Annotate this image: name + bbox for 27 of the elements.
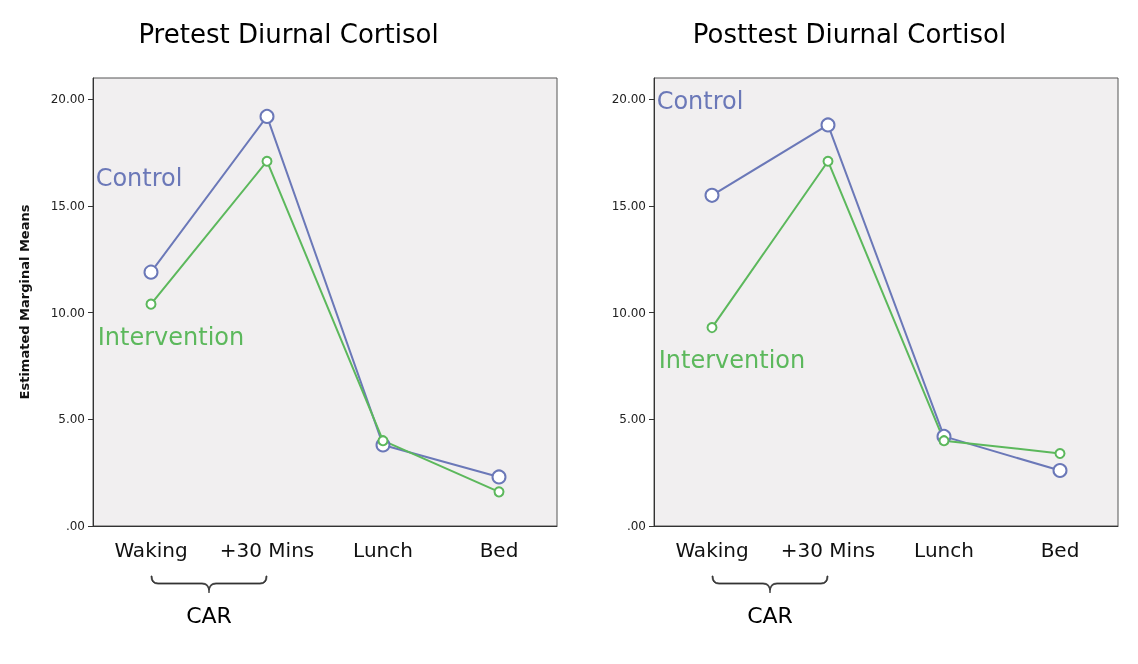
text: CAR bbox=[747, 602, 793, 628]
x-tick-label: Lunch bbox=[914, 538, 974, 562]
chart-title: Pretest Diurnal Cortisol bbox=[138, 19, 439, 49]
x-tick-label: Waking bbox=[675, 538, 749, 562]
series-label: Control bbox=[95, 163, 183, 192]
x-tick-label: Waking bbox=[114, 538, 188, 562]
y-tick-label: 20.00 bbox=[50, 92, 85, 107]
y-tick-label: 20.00 bbox=[611, 92, 646, 107]
series-label: Intervention bbox=[658, 346, 806, 375]
y-tick-label: .00 bbox=[65, 519, 85, 533]
text: CAR bbox=[186, 602, 232, 628]
y-tick-label: 15.00 bbox=[50, 199, 85, 213]
y-tick-label: 5.00 bbox=[619, 412, 646, 427]
x-tick-label: +30 Mins bbox=[780, 538, 876, 562]
x-tick-label: Lunch bbox=[353, 538, 413, 562]
x-tick-label: Bed bbox=[479, 538, 519, 562]
y-tick-label: 5.00 bbox=[58, 412, 85, 427]
text: Control bbox=[656, 86, 744, 115]
y-axis-title: Estimated Marginal Means bbox=[17, 204, 32, 400]
y-tick-label: 15.00 bbox=[611, 199, 646, 213]
x-tick-label: Bed bbox=[1040, 538, 1080, 562]
y-tick-label: .00 bbox=[626, 519, 646, 533]
chart-title: Posttest Diurnal Cortisol bbox=[692, 19, 1007, 49]
y-tick-label: 10.00 bbox=[50, 305, 85, 320]
y-tick-label: 10.00 bbox=[611, 305, 646, 320]
series-label: Intervention bbox=[97, 322, 245, 351]
x-tick-label: +30 Mins bbox=[219, 538, 315, 562]
